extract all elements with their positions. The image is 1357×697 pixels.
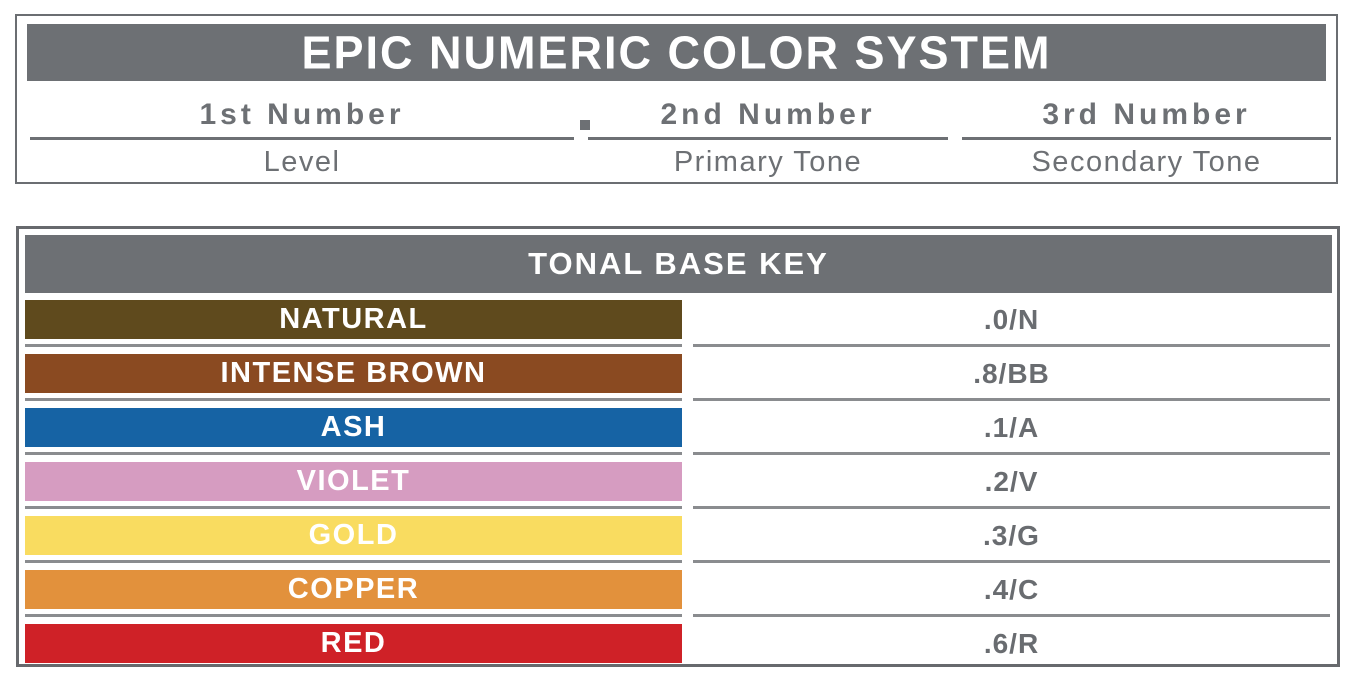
- tone-name: GOLD: [308, 519, 399, 551]
- gold-color-swatch: GOLD: [25, 516, 682, 555]
- tone-name: VIOLET: [296, 465, 411, 497]
- numeric-system-box: EPIC NUMERIC COLOR SYSTEM 1st Number 2nd…: [15, 14, 1338, 184]
- decimal-point-separator: [580, 120, 590, 130]
- numeric-system-title: EPIC NUMERIC COLOR SYSTEM: [301, 25, 1052, 79]
- numeric-system-header-bar: EPIC NUMERIC COLOR SYSTEM: [27, 24, 1326, 81]
- tone-code: .2/V: [984, 465, 1039, 497]
- intense-brown-color-swatch: INTENSE BROWN: [25, 354, 682, 393]
- second-number-label: 2nd Number: [588, 96, 948, 140]
- primary-tone-label: Primary Tone: [673, 145, 863, 178]
- tonal-row-gold: GOLD .3/G: [25, 516, 1332, 570]
- red-color-swatch: RED: [25, 624, 682, 663]
- row-divider-left: [25, 398, 682, 401]
- tonal-row-copper: COPPER .4/C: [25, 570, 1332, 624]
- level-label: Level: [263, 145, 341, 178]
- row-divider-left: [25, 506, 682, 509]
- tone-code: .6/R: [983, 627, 1040, 659]
- row-divider-right: [693, 398, 1330, 401]
- third-number-label: 3rd Number: [962, 96, 1331, 140]
- row-divider-left: [25, 344, 682, 347]
- ash-color-swatch: ASH: [25, 408, 682, 447]
- tonal-row-ash: ASH .1/A: [25, 408, 1332, 462]
- row-divider-right: [693, 560, 1330, 563]
- row-divider-left: [25, 560, 682, 563]
- row-divider-right: [693, 344, 1330, 347]
- tone-name: ASH: [320, 411, 387, 443]
- tone-code: .4/C: [983, 573, 1040, 605]
- tone-code: .8/BB: [973, 357, 1050, 389]
- tonal-row-intense-brown: INTENSE BROWN .8/BB: [25, 354, 1332, 408]
- tonal-base-key-title: TONAL BASE KEY: [528, 246, 829, 281]
- tonal-base-key-header-bar: TONAL BASE KEY: [25, 235, 1332, 293]
- row-divider-left: [25, 614, 682, 617]
- tone-code: .0/N: [983, 303, 1040, 335]
- tonal-row-natural: NATURAL .0/N: [25, 300, 1332, 354]
- tonal-row-red: RED .6/R: [25, 624, 1332, 663]
- tone-name: COPPER: [287, 573, 420, 605]
- copper-color-swatch: COPPER: [25, 570, 682, 609]
- tone-name: RED: [320, 627, 387, 659]
- natural-color-swatch: NATURAL: [25, 300, 682, 339]
- tone-name: NATURAL: [279, 303, 428, 335]
- tone-name: INTENSE BROWN: [220, 357, 487, 389]
- row-divider-right: [693, 614, 1330, 617]
- tone-code: .1/A: [983, 411, 1040, 443]
- row-divider-right: [693, 452, 1330, 455]
- tonal-row-violet: VIOLET .2/V: [25, 462, 1332, 516]
- tonal-base-key-box: TONAL BASE KEY NATURAL .0/N INTENSE BROW…: [16, 226, 1340, 667]
- tone-code: .3/G: [983, 519, 1040, 551]
- secondary-tone-label: Secondary Tone: [1031, 145, 1262, 178]
- violet-color-swatch: VIOLET: [25, 462, 682, 501]
- first-number-label: 1st Number: [30, 96, 574, 140]
- tonal-rows: NATURAL .0/N INTENSE BROWN .8/BB ASH .1/…: [25, 300, 1337, 663]
- row-divider-right: [693, 506, 1330, 509]
- row-divider-left: [25, 452, 682, 455]
